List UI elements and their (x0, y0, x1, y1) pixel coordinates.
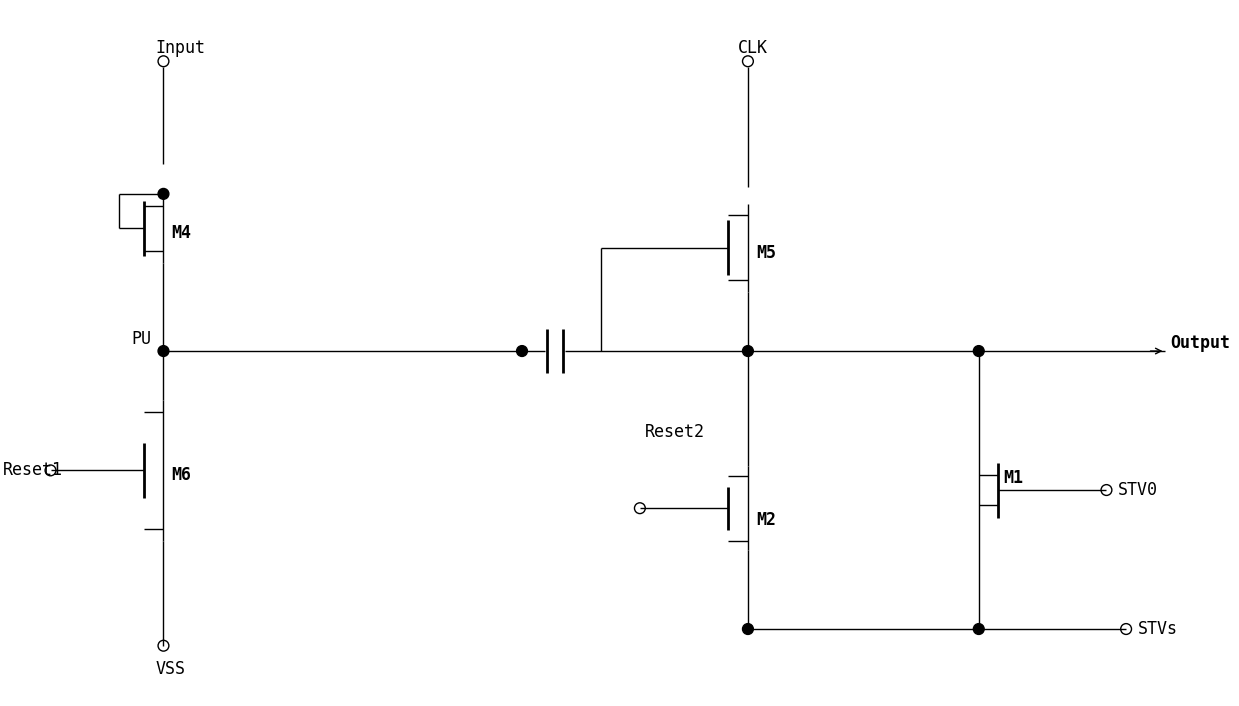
Text: STVs: STVs (1137, 620, 1178, 638)
Text: M1: M1 (1004, 469, 1023, 487)
Circle shape (742, 346, 753, 357)
Text: Reset2: Reset2 (644, 424, 705, 441)
Circle shape (159, 189, 169, 199)
Text: M6: M6 (171, 466, 191, 484)
Circle shape (742, 623, 753, 635)
Text: M4: M4 (171, 225, 191, 242)
Text: Input: Input (156, 39, 206, 56)
Circle shape (159, 346, 169, 357)
Text: CLK: CLK (738, 39, 768, 56)
Text: STV0: STV0 (1119, 481, 1158, 499)
Circle shape (974, 346, 984, 357)
Text: Reset1: Reset1 (4, 462, 63, 479)
Text: M2: M2 (756, 511, 776, 529)
Circle shape (974, 623, 984, 635)
Circle shape (517, 346, 528, 357)
Text: M5: M5 (756, 244, 776, 262)
Text: Output: Output (1171, 334, 1230, 352)
Text: VSS: VSS (156, 660, 186, 678)
Text: PU: PU (131, 330, 151, 348)
